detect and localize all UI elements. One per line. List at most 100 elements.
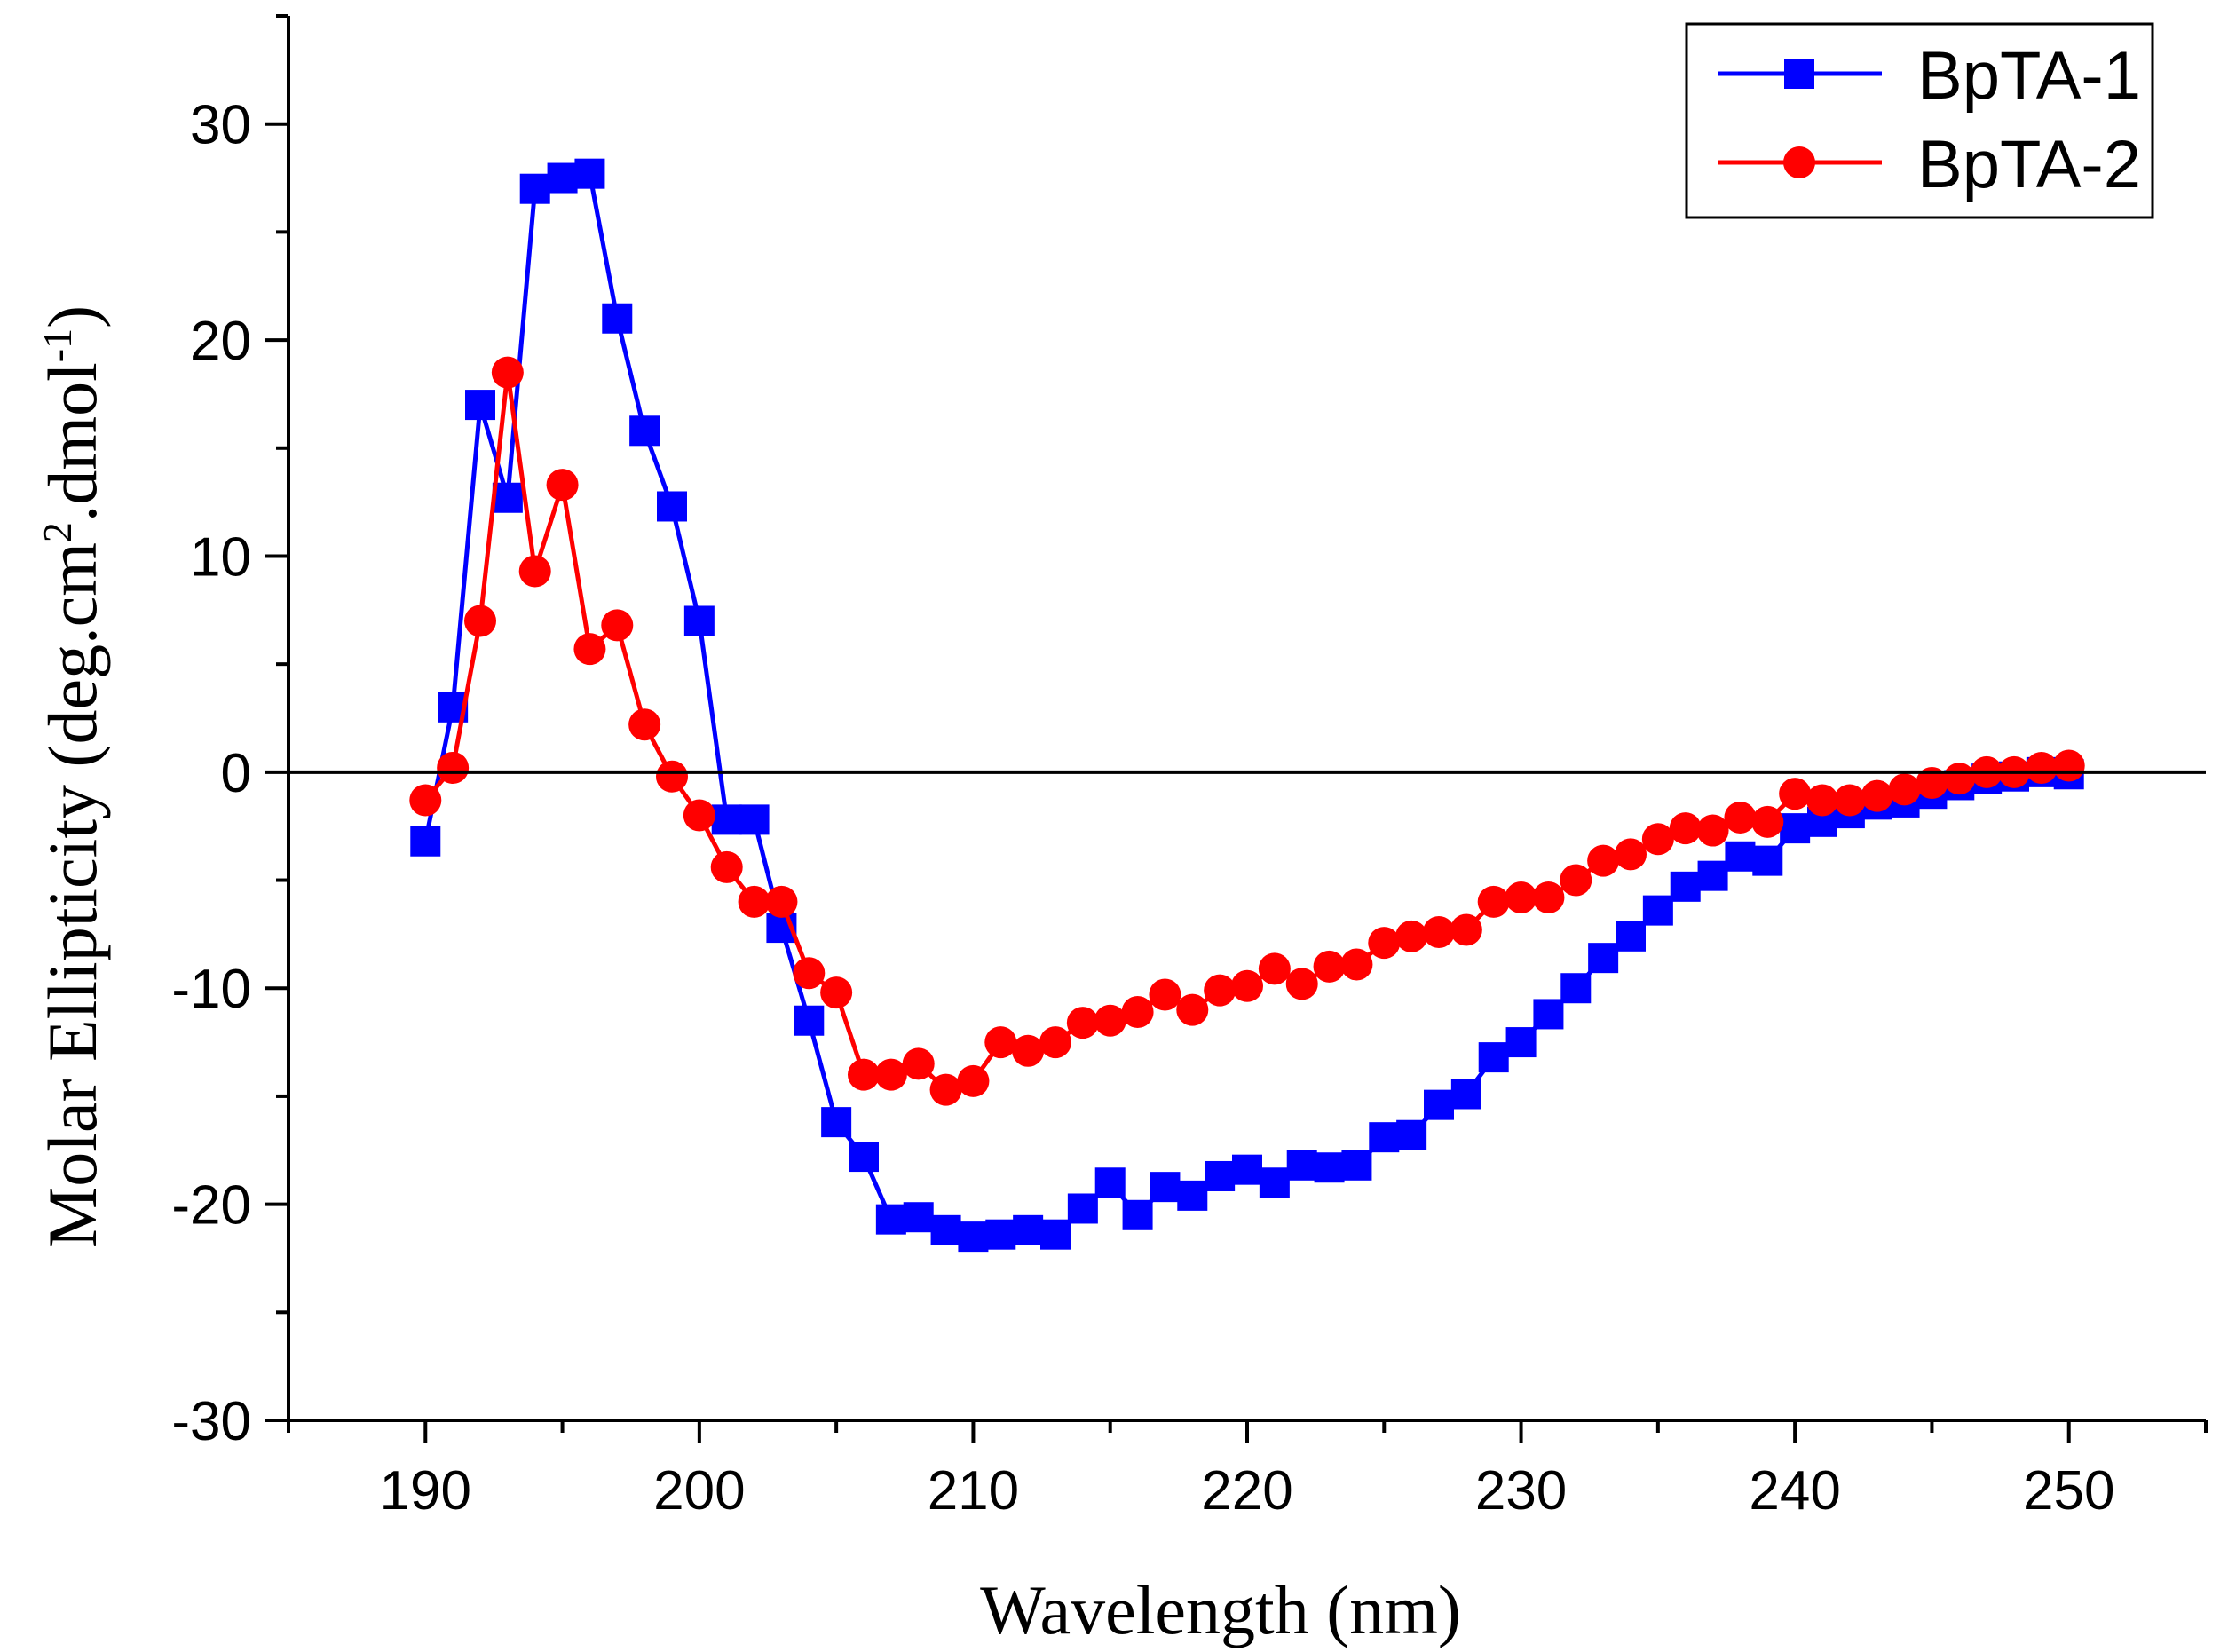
series-2-point: [1615, 838, 1647, 871]
series-2-point: [1313, 950, 1346, 983]
series-2-point: [1861, 779, 1893, 812]
series-1-point: [1505, 1027, 1537, 1058]
y-axis-title: Molar Ellipticity (deg.cm2.dmol-1): [34, 305, 111, 1248]
series-2-point: [1888, 773, 1921, 806]
series-2-point: [1094, 1004, 1126, 1037]
series-2-point: [1258, 952, 1291, 985]
series-1-point: [1177, 1180, 1208, 1211]
series-1-point: [1588, 943, 1619, 974]
y-axis-title-main: Molar Ellipticity (deg.cm: [34, 542, 111, 1248]
series-1-point: [875, 1204, 906, 1235]
series-1-point: [1286, 1150, 1317, 1181]
series-1-point: [794, 1005, 825, 1036]
series-2-point: [601, 609, 634, 642]
series-2-point: [1121, 996, 1154, 1029]
series-1-point: [1697, 860, 1728, 891]
series-1-point: [821, 1107, 852, 1138]
y-axis-title-mid: .dmol: [34, 362, 111, 522]
series-2-point: [738, 885, 770, 918]
series-1-point: [711, 804, 742, 835]
series-2: [409, 356, 2085, 1106]
series-2-point: [464, 605, 496, 637]
axes: 190 200 210 220 230 240 250 -30 -20 -10 0 10 20 30: [171, 14, 2208, 1522]
series-1-point: [1122, 1199, 1153, 1230]
y-tick-label: 0: [221, 743, 251, 804]
series-1-point: [547, 162, 578, 194]
series-1-point: [602, 303, 633, 334]
series-2-point: [2025, 751, 2058, 784]
series-2-point: [848, 1058, 880, 1091]
series-2-point: [491, 356, 524, 389]
x-tick-label: 230: [1475, 1460, 1567, 1522]
y-tick-label: -10: [171, 959, 251, 1020]
series-2-point: [902, 1047, 935, 1080]
series-2-point: [1943, 763, 1976, 795]
series-1-point: [574, 158, 605, 189]
series-2-point: [683, 799, 715, 832]
series-2-point: [1779, 778, 1812, 810]
series-2-point: [1641, 823, 1674, 856]
series-1-point: [1616, 921, 1646, 952]
y-axis-title-end: ): [34, 305, 111, 328]
series-2-point: [628, 708, 661, 741]
series-2-point: [1450, 913, 1482, 946]
series-2-point: [1066, 1007, 1099, 1039]
series-2-point: [546, 469, 579, 502]
series-2-point: [1669, 812, 1702, 845]
series-2-point: [820, 976, 853, 1009]
series-2-point: [1532, 881, 1565, 914]
series-1-point: [1259, 1167, 1290, 1198]
series-2-point: [1231, 969, 1263, 1002]
series-1-point: [1369, 1122, 1400, 1153]
series-2-point: [1039, 1026, 1071, 1059]
series-2-point: [957, 1064, 990, 1097]
series-1-point: [1341, 1150, 1372, 1181]
series-1-point: [1725, 841, 1756, 872]
series-2-point: [1696, 814, 1729, 847]
series-2-point: [793, 957, 826, 990]
x-tick-label: 200: [653, 1460, 745, 1522]
series-2-point: [1477, 885, 1510, 918]
x-tick-label: 220: [1201, 1460, 1292, 1522]
series-1-point: [1670, 871, 1701, 902]
series-1-point: [657, 491, 687, 522]
series-1-point: [1642, 895, 1673, 926]
plot-area: [409, 158, 2085, 1253]
y-tick-label: 30: [190, 95, 251, 156]
series-1-point: [930, 1214, 961, 1245]
series-2-point: [929, 1073, 962, 1106]
series-2-point: [1806, 784, 1838, 817]
series-1-point: [465, 390, 495, 421]
series-1-point: [739, 804, 770, 835]
legend-label-series-2: BpTA-2: [1917, 127, 2141, 202]
series-1-point: [958, 1221, 989, 1253]
series-2-point: [1724, 801, 1757, 834]
x-tick-label: 210: [928, 1460, 1019, 1522]
series-2-point: [2052, 749, 2085, 782]
series-2-point: [1423, 915, 1455, 948]
y-tick-label: -20: [171, 1175, 251, 1237]
legend-entries: [1718, 59, 1882, 178]
y-axis-title-sup2: -1: [35, 328, 80, 362]
x-axis-title: Wavelength (nm): [980, 1571, 1461, 1648]
series-1-point: [1533, 999, 1564, 1030]
x-tick-label: 240: [1749, 1460, 1840, 1522]
series-2-point: [765, 885, 798, 918]
series-1-point: [903, 1202, 934, 1233]
series-1: [410, 158, 2084, 1253]
legend-label-series-1: BpTA-1: [1917, 38, 2141, 114]
series-2-point: [1204, 974, 1236, 1007]
series-2-point: [1395, 920, 1428, 952]
series-1-point: [1314, 1152, 1345, 1183]
series-2-point: [1149, 978, 1181, 1011]
series-1-point: [1424, 1089, 1454, 1120]
series-1-point: [1450, 1079, 1481, 1110]
series-2-point: [573, 633, 606, 666]
series-1-point: [1205, 1160, 1236, 1191]
series-1-point: [492, 482, 523, 513]
x-tick-label: 190: [380, 1460, 471, 1522]
y-tick-label: -30: [171, 1391, 251, 1452]
series-2-point: [874, 1058, 907, 1091]
